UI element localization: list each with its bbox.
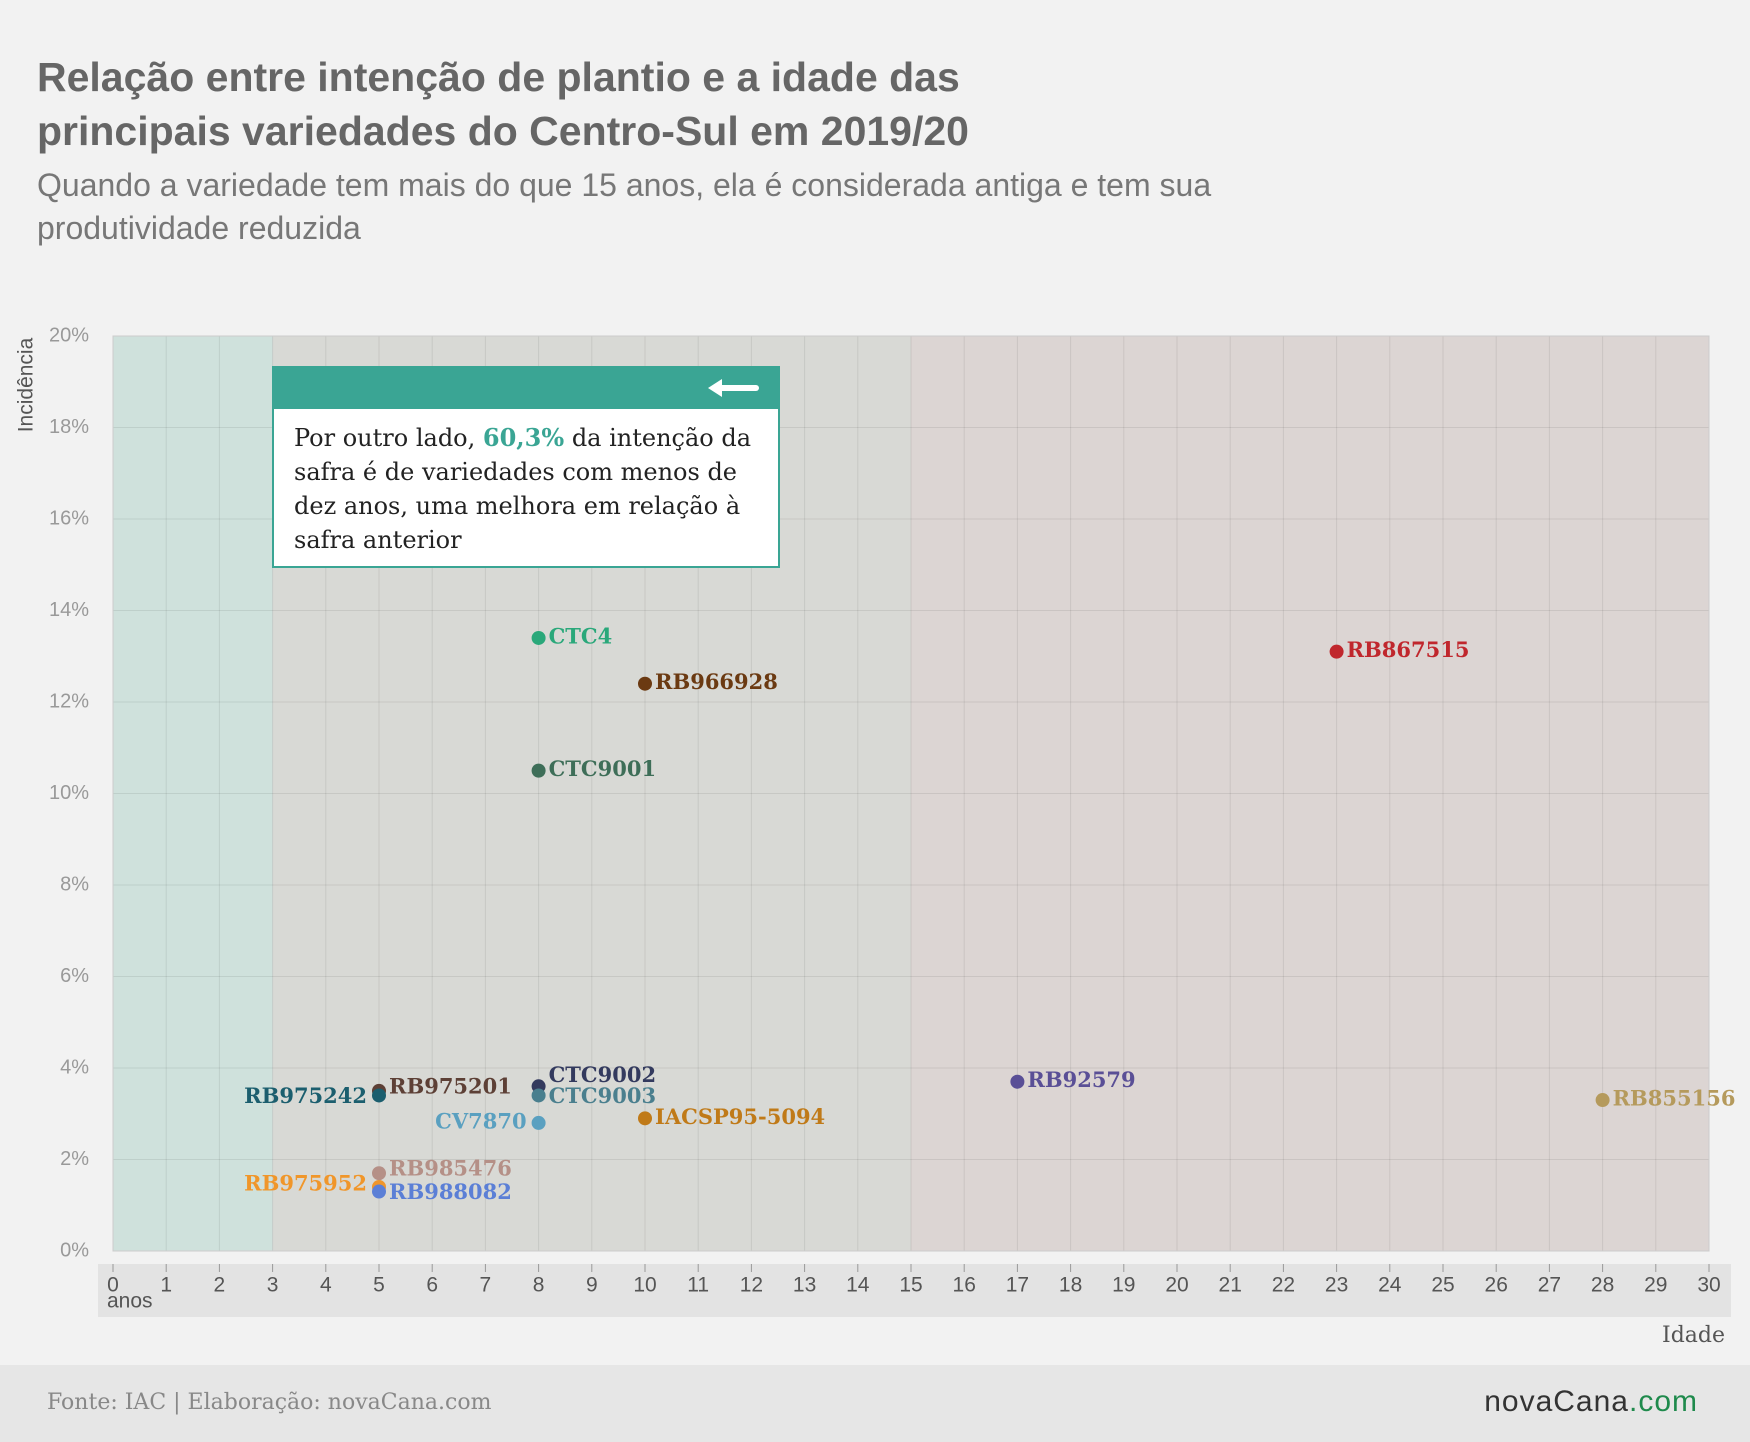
x-tick-label: 18 bbox=[1059, 1274, 1082, 1297]
point bbox=[1595, 1093, 1610, 1108]
x-tick-label: 5 bbox=[373, 1274, 385, 1297]
point bbox=[531, 1115, 546, 1130]
chart-title: Relação entre intenção de plantio e a id… bbox=[37, 54, 969, 154]
point bbox=[372, 1088, 386, 1103]
y-tick-label: 4% bbox=[60, 1056, 89, 1078]
annotation-highlight: 60,3% bbox=[482, 423, 565, 452]
x-tick-label: 9 bbox=[586, 1274, 598, 1297]
x-tick-label: 28 bbox=[1591, 1274, 1614, 1297]
point bbox=[372, 1166, 386, 1181]
point-label: RB975952 bbox=[244, 1170, 367, 1195]
x-tick-label: 24 bbox=[1378, 1274, 1402, 1297]
y-tick-label: 6% bbox=[60, 965, 89, 987]
logo-suffix: .com bbox=[1628, 1385, 1698, 1418]
point-label: RB867515 bbox=[1347, 637, 1470, 662]
y-tick-label: 16% bbox=[49, 507, 89, 529]
x-tick-label: 11 bbox=[687, 1274, 709, 1297]
x-tick-label: 23 bbox=[1325, 1274, 1348, 1297]
x-tick-label: 2 bbox=[214, 1274, 226, 1297]
point bbox=[1329, 644, 1344, 659]
point bbox=[531, 763, 546, 778]
point-label: CTC9002 bbox=[549, 1062, 657, 1087]
x-tick-label: 16 bbox=[953, 1274, 976, 1297]
y-tick-label: 0% bbox=[60, 1239, 89, 1261]
point-label: CTC4 bbox=[549, 623, 613, 648]
point bbox=[372, 1184, 386, 1199]
x-tick-label: 14 bbox=[846, 1274, 870, 1297]
x-axis-label: Idade bbox=[1662, 1323, 1725, 1348]
annotation-header bbox=[274, 368, 778, 409]
x-tick-label: 8 bbox=[533, 1274, 545, 1297]
annotation-after: da intenção da safra é de variedades com… bbox=[294, 424, 752, 554]
point-label: RB855156 bbox=[1613, 1086, 1736, 1111]
point bbox=[638, 676, 652, 691]
x-tick-label: 19 bbox=[1112, 1274, 1135, 1297]
annotation-before: Por outro lado, bbox=[294, 424, 476, 452]
age-band bbox=[911, 336, 1709, 1251]
point-label: RB966928 bbox=[655, 669, 778, 694]
x-tick-label: 0 bbox=[107, 1274, 119, 1297]
age-band bbox=[113, 336, 273, 1251]
x-tick-label: 12 bbox=[740, 1274, 763, 1297]
x-tick-label: 21 bbox=[1219, 1274, 1242, 1297]
annotation-text: Por outro lado, 60,3% da intenção da saf… bbox=[274, 409, 778, 557]
x-tick-label: 15 bbox=[899, 1274, 922, 1297]
annotation: Por outro lado, 60,3% da intenção da saf… bbox=[272, 366, 780, 568]
point bbox=[1010, 1074, 1025, 1089]
point bbox=[531, 630, 546, 645]
x-tick-label: 25 bbox=[1431, 1274, 1454, 1297]
plot-border bbox=[112, 335, 1710, 1252]
point-label: RB92579 bbox=[1027, 1067, 1135, 1092]
point-label: IACSP95-5094 bbox=[655, 1104, 825, 1129]
chart: Incidência Idade 0% 2% 4% 6% 8% 10% 12% 14% 16% 1… bbox=[15, 324, 1736, 1348]
footer: Fonte: IAC | Elaboração: novaCana.com no… bbox=[0, 1365, 1750, 1442]
point-label: CTC9003 bbox=[549, 1083, 657, 1108]
x-tick-label: 27 bbox=[1538, 1274, 1561, 1297]
x-tick-label: 4 bbox=[320, 1274, 332, 1297]
point bbox=[638, 1111, 652, 1126]
y-axis-label: Incidência bbox=[15, 337, 38, 432]
x-tick-label: 10 bbox=[633, 1274, 656, 1297]
logo: novaCana.com bbox=[1484, 1385, 1698, 1419]
x-tick-label: 30 bbox=[1697, 1274, 1720, 1297]
x-tick-label: 20 bbox=[1165, 1274, 1188, 1297]
arrow-icon bbox=[708, 379, 759, 397]
x-tick-label: 29 bbox=[1644, 1274, 1667, 1297]
x-tick-label: 3 bbox=[267, 1274, 279, 1297]
x-tick-label: 1 bbox=[160, 1274, 172, 1297]
y-tick-label: 14% bbox=[49, 599, 89, 621]
x-tick-label: 26 bbox=[1485, 1274, 1508, 1297]
point-label: RB975201 bbox=[389, 1073, 512, 1098]
y-tick-label: 10% bbox=[49, 782, 89, 804]
y-tick-label: 12% bbox=[49, 690, 89, 712]
x-tick-label: 7 bbox=[480, 1274, 492, 1297]
logo-name: novaCana bbox=[1484, 1385, 1629, 1418]
y-tick-label: 8% bbox=[60, 873, 89, 895]
point-label: RB985476 bbox=[389, 1156, 512, 1181]
x-tick-label: 13 bbox=[793, 1274, 816, 1297]
x-tick-label: 6 bbox=[426, 1274, 438, 1297]
x-tick-label: 22 bbox=[1272, 1274, 1295, 1297]
x-tick-label: 17 bbox=[1006, 1274, 1029, 1297]
x-axis-strip bbox=[98, 1264, 1731, 1317]
point-label: RB975242 bbox=[244, 1083, 367, 1108]
y-tick-label: 18% bbox=[49, 416, 89, 438]
point-label: RB988082 bbox=[389, 1179, 512, 1204]
y-tick-label: 2% bbox=[60, 1148, 89, 1170]
point bbox=[531, 1088, 546, 1103]
point-label: CV7870 bbox=[435, 1108, 526, 1133]
chart-subtitle: Quando a variedade tem mais do que 15 an… bbox=[37, 167, 1212, 246]
source: Fonte: IAC | Elaboração: novaCana.com bbox=[47, 1390, 492, 1415]
point-label: CTC9001 bbox=[549, 756, 657, 781]
x-unit-label: anos bbox=[107, 1290, 153, 1313]
y-tick-label: 20% bbox=[49, 324, 89, 346]
